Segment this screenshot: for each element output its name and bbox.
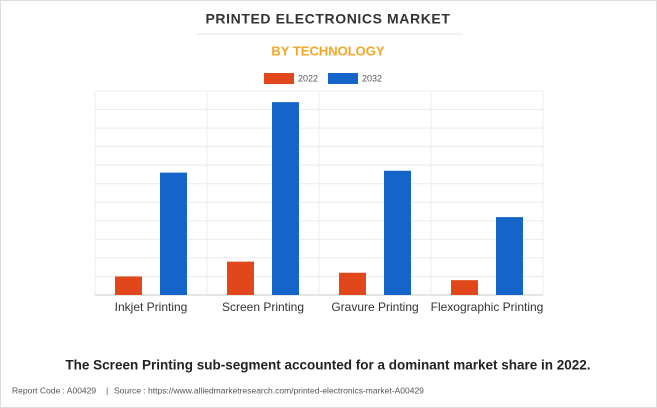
x-tick-label: Inkjet Printing <box>115 300 188 314</box>
bar <box>339 272 366 295</box>
bar <box>272 102 299 295</box>
legend-swatch <box>328 73 358 84</box>
report-code: Report Code : A00429 <box>12 385 96 395</box>
footer-separator: | <box>106 385 108 395</box>
caption: The Screen Printing sub-segment accounte… <box>65 358 590 373</box>
chart-subtitle: BY TECHNOLOGY <box>271 43 384 58</box>
legend-label: 2032 <box>362 73 382 83</box>
bar <box>227 261 254 295</box>
x-tick-label: Screen Printing <box>222 300 304 314</box>
x-tick-label: Flexographic Printing <box>431 300 544 314</box>
bar <box>115 276 142 295</box>
chart-title: PRINTED ELECTRONICS MARKET <box>205 11 450 27</box>
source: Source : https://www.alliedmarketresearc… <box>114 385 424 395</box>
legend-swatch <box>264 73 294 84</box>
legend-label: 2022 <box>298 73 318 83</box>
bar <box>160 172 187 295</box>
bar <box>496 217 523 295</box>
x-tick-label: Gravure Printing <box>331 300 418 314</box>
bar <box>451 280 478 295</box>
bar <box>384 170 411 295</box>
